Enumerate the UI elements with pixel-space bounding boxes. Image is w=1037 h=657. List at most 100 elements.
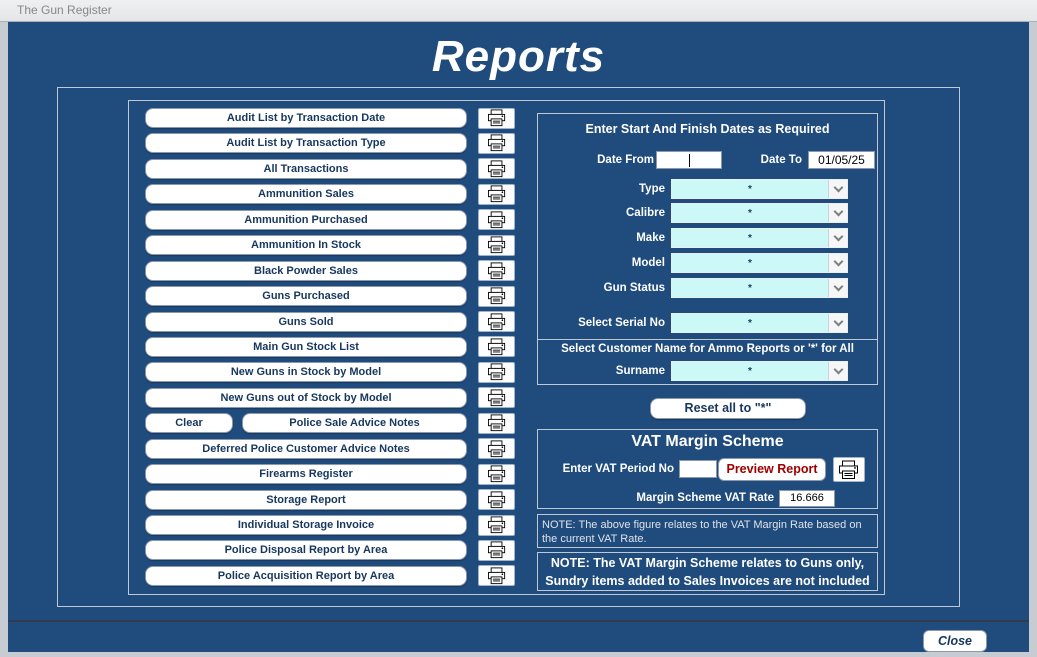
report-row: Guns Purchased	[145, 285, 515, 307]
page-title: Reports	[431, 32, 606, 81]
date-to-input[interactable]: 01/05/25	[808, 151, 875, 169]
print-button[interactable]	[478, 234, 515, 256]
dropdown-arrow-button[interactable]	[828, 229, 847, 247]
report-row: Guns Sold	[145, 311, 515, 332]
dropdown-arrow-button[interactable]	[828, 314, 847, 332]
report-row: Police Disposal Report by Area	[145, 539, 515, 561]
report-button-all-transactions[interactable]: All Transactions	[145, 158, 467, 179]
print-button[interactable]	[478, 412, 515, 434]
clear-button[interactable]: Clear	[145, 413, 233, 434]
report-button-new-guns-out-of-stock[interactable]: New Guns out of Stock by Model	[145, 387, 467, 408]
model-dropdown[interactable]: *	[671, 253, 848, 273]
print-button[interactable]	[478, 183, 515, 205]
vat-print-button[interactable]	[833, 457, 865, 482]
report-row: New Guns out of Stock by Model	[145, 387, 515, 409]
printer-icon	[484, 313, 510, 331]
print-button[interactable]	[478, 514, 515, 536]
print-button[interactable]	[478, 285, 515, 307]
report-button-guns-purchased[interactable]: Guns Purchased	[145, 286, 467, 307]
reset-all-button[interactable]: Reset all to "*"	[650, 398, 806, 419]
print-button[interactable]	[478, 361, 515, 383]
report-row: Individual Storage Invoice	[145, 514, 515, 536]
gun-status-dropdown[interactable]: *	[671, 278, 848, 298]
vat-heading: VAT Margin Scheme	[631, 433, 784, 450]
print-button[interactable]	[478, 260, 515, 282]
print-button[interactable]	[478, 387, 515, 409]
date-from-input[interactable]	[656, 151, 722, 169]
vat-period-label: Enter VAT Period No	[562, 463, 674, 475]
report-button-ammunition-purchased[interactable]: Ammunition Purchased	[145, 209, 467, 230]
date-from-label: Date From	[597, 154, 654, 166]
report-button-audit-by-type[interactable]: Audit List by Transaction Type	[145, 133, 467, 154]
vat-period-input[interactable]	[679, 460, 717, 478]
serial-no-dropdown[interactable]: *	[671, 313, 848, 333]
report-button-ammunition-sales[interactable]: Ammunition Sales	[145, 184, 467, 205]
make-dropdown[interactable]: *	[671, 228, 848, 248]
dropdown-value: *	[748, 283, 752, 294]
calibre-dropdown[interactable]: *	[671, 203, 848, 223]
report-button-police-sale-advice-notes[interactable]: Police Sale Advice Notes	[242, 413, 467, 434]
printer-icon	[836, 460, 862, 480]
report-row: Black Powder Sales	[145, 260, 515, 282]
printer-icon	[484, 287, 510, 305]
print-button[interactable]	[478, 209, 515, 231]
text-caret	[689, 154, 690, 167]
vat-rate-input[interactable]: 16.666	[779, 490, 835, 507]
report-row: Ammunition In Stock	[145, 234, 515, 256]
dropdown-arrow-button[interactable]	[828, 362, 847, 380]
report-button-firearms-register[interactable]: Firearms Register	[145, 464, 467, 485]
inner-group-box	[128, 100, 885, 595]
surname-dropdown[interactable]: *	[671, 361, 848, 381]
chevron-down-icon	[833, 364, 843, 374]
preview-report-button[interactable]: Preview Report	[718, 458, 826, 481]
dropdown-arrow-button[interactable]	[828, 279, 847, 297]
model-label: Model	[631, 257, 665, 269]
client-area: Reports Audit List by Transaction Date A…	[8, 22, 1029, 652]
print-button[interactable]	[478, 463, 515, 485]
print-button[interactable]	[478, 311, 515, 332]
printer-icon	[484, 491, 510, 509]
report-button-list: Audit List by Transaction Date Audit Lis…	[145, 107, 515, 591]
print-button[interactable]	[478, 539, 515, 561]
report-row: Ammunition Purchased	[145, 209, 515, 231]
printer-icon	[484, 236, 510, 254]
printer-icon	[484, 567, 510, 585]
chevron-down-icon	[833, 231, 843, 241]
report-button-police-acquisition-report[interactable]: Police Acquisition Report by Area	[145, 565, 467, 586]
report-button-new-guns-in-stock[interactable]: New Guns in Stock by Model	[145, 362, 467, 383]
printer-icon	[484, 109, 510, 127]
dropdown-value: *	[748, 184, 752, 195]
print-button[interactable]	[478, 489, 515, 511]
report-button-deferred-police-advice-notes[interactable]: Deferred Police Customer Advice Notes	[145, 438, 467, 459]
report-row: Audit List by Transaction Date	[145, 107, 515, 129]
dropdown-arrow-button[interactable]	[828, 254, 847, 272]
report-button-main-gun-stock-list[interactable]: Main Gun Stock List	[145, 336, 467, 357]
print-button[interactable]	[478, 336, 515, 358]
print-button[interactable]	[478, 438, 515, 460]
dropdown-value: *	[748, 366, 752, 377]
print-button[interactable]	[478, 107, 515, 129]
dropdown-arrow-button[interactable]	[828, 180, 847, 198]
report-row: Main Gun Stock List	[145, 336, 515, 358]
report-button-police-disposal-report[interactable]: Police Disposal Report by Area	[145, 540, 467, 561]
report-button-black-powder-sales[interactable]: Black Powder Sales	[145, 260, 467, 281]
printer-icon	[484, 134, 510, 152]
type-dropdown[interactable]: *	[671, 179, 848, 199]
report-row: Firearms Register	[145, 463, 515, 485]
vat-rate-note: NOTE: The above figure relates to the VA…	[537, 514, 878, 548]
vat-scheme-note: NOTE: The VAT Margin Scheme relates to G…	[537, 552, 878, 591]
close-button[interactable]: Close	[923, 630, 987, 652]
print-button[interactable]	[478, 565, 515, 587]
printer-icon	[484, 465, 510, 483]
print-button[interactable]	[478, 158, 515, 180]
report-button-guns-sold[interactable]: Guns Sold	[145, 311, 467, 332]
chevron-down-icon	[833, 256, 843, 266]
print-button[interactable]	[478, 132, 515, 154]
report-button-storage-report[interactable]: Storage Report	[145, 489, 467, 510]
dropdown-arrow-button[interactable]	[828, 204, 847, 222]
report-button-ammunition-in-stock[interactable]: Ammunition In Stock	[145, 235, 467, 256]
report-button-individual-storage-invoice[interactable]: Individual Storage Invoice	[145, 515, 467, 535]
customer-section-heading: Select Customer Name for Ammo Reports or…	[561, 343, 854, 355]
window-titlebar[interactable]: The Gun Register	[0, 0, 1037, 22]
report-button-audit-by-date[interactable]: Audit List by Transaction Date	[145, 108, 467, 128]
